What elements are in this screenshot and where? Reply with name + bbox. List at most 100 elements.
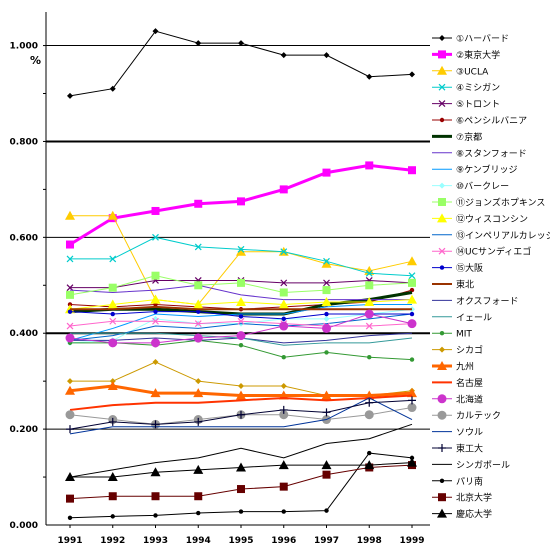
- y-tick-label: 0.600: [10, 233, 38, 243]
- data-point: [408, 166, 416, 175]
- unit-label: %: [30, 54, 41, 67]
- data-point: [65, 385, 75, 395]
- series-line: [69, 303, 412, 341]
- x-tick-label: 1998: [357, 536, 382, 546]
- legend-label: ⑬インペリアルカレッジ: [456, 230, 550, 241]
- data-point: [364, 410, 374, 420]
- data-point: [194, 417, 203, 426]
- data-point: [107, 299, 118, 309]
- legend: ①ハーバード ②東京大学 ③UCLA ④ミシガン ⑤トロント ⑥ペンシルバニア ⑦京都 ⑧スタ…: [432, 34, 550, 520]
- data-point: [108, 338, 118, 348]
- legend-marker: [438, 493, 446, 502]
- data-point: [321, 258, 332, 268]
- data-point: [195, 40, 202, 47]
- data-point: [323, 315, 330, 322]
- data-point: [279, 410, 289, 420]
- series-16: [70, 305, 412, 311]
- legend-label: ⑥ペンシルバニア: [456, 116, 527, 127]
- legend-item: ⑦京都: [432, 131, 482, 143]
- x-tick-label: 1995: [228, 536, 253, 546]
- series-1: [67, 28, 415, 99]
- series-2: [66, 161, 416, 249]
- data-point: [280, 248, 288, 256]
- data-point: [323, 52, 330, 59]
- data-point: [238, 314, 244, 319]
- data-point: [193, 333, 203, 343]
- series-27: [69, 423, 413, 478]
- data-point: [322, 470, 331, 479]
- data-point: [152, 358, 159, 365]
- data-point: [236, 462, 246, 472]
- data-point: [366, 73, 373, 80]
- data-point: [65, 333, 75, 343]
- y-tick-label: 0.400: [10, 329, 38, 339]
- x-tick-label: 1994: [186, 536, 211, 546]
- legend-label: 名古屋: [456, 377, 483, 389]
- series-line: [69, 394, 413, 411]
- data-point: [321, 297, 332, 307]
- legend-item: ⑩バークレー: [432, 181, 509, 192]
- legend-item: ④ミシガン: [432, 83, 500, 94]
- data-point: [279, 288, 288, 297]
- data-point: [195, 378, 202, 385]
- x-tick-label: 1992: [100, 536, 125, 546]
- data-point: [151, 492, 160, 501]
- data-point: [281, 354, 286, 360]
- data-point: [236, 297, 246, 307]
- legend-label: ②東京大学: [456, 49, 500, 61]
- legend-item: 東工大: [432, 443, 483, 455]
- legend-label: 九州: [456, 362, 474, 373]
- data-point: [107, 380, 118, 390]
- data-point: [321, 390, 332, 400]
- data-point: [278, 460, 289, 470]
- legend-label: 北京大学: [456, 492, 492, 504]
- legend-marker: [437, 65, 447, 75]
- legend-label: 東北: [456, 279, 474, 291]
- data-point: [237, 410, 245, 419]
- data-point: [196, 309, 201, 314]
- legend-label: ⑫ウィスコンシン: [456, 214, 528, 225]
- data-point: [237, 485, 245, 494]
- data-point: [153, 309, 158, 314]
- legend-label: MIT: [456, 330, 472, 340]
- series-line: [69, 313, 413, 341]
- y-tick-label: 0.800: [10, 137, 38, 147]
- data-point: [367, 450, 372, 456]
- data-point: [152, 233, 159, 241]
- legend-marker: [439, 182, 445, 189]
- legend-marker: [438, 198, 446, 206]
- data-point: [237, 197, 245, 206]
- data-point: [152, 317, 159, 325]
- x-tick-label: 1996: [271, 536, 296, 546]
- data-point: [280, 382, 287, 389]
- data-point: [408, 272, 416, 280]
- data-point: [196, 510, 201, 516]
- legend-label: ⑮大阪: [456, 262, 483, 274]
- x-axis-ticks: 1991 1992 1993 1994 1995 1996 1997 1998 1999: [57, 525, 425, 546]
- series-8: [69, 284, 412, 301]
- legend-item: イェール: [432, 313, 492, 323]
- data-point: [407, 403, 417, 413]
- legend-label: ④ミシガン: [456, 83, 500, 94]
- legend-marker: [439, 117, 445, 123]
- y-axis-ticks: 0.000 0.200 0.400 0.600 0.800 1.000: [10, 42, 46, 531]
- series-21: [65, 380, 417, 400]
- series-13: [69, 313, 413, 341]
- data-point: [237, 278, 245, 287]
- series-19: [67, 338, 415, 362]
- legend-label: シカゴ: [456, 344, 483, 356]
- data-point: [66, 494, 74, 503]
- data-point: [151, 271, 160, 280]
- data-point: [107, 472, 118, 482]
- legend-marker: [437, 508, 447, 518]
- legend-marker: [438, 247, 446, 255]
- legend-label: ソウル: [456, 427, 483, 438]
- legend-item: カルテック: [432, 410, 501, 422]
- data-point: [67, 515, 73, 521]
- series-3: [65, 210, 417, 309]
- legend-label: ⑨ケンブリッジ: [456, 164, 518, 176]
- data-point: [194, 320, 202, 328]
- data-point: [279, 185, 288, 194]
- data-point: [194, 199, 203, 208]
- series-line: [69, 284, 412, 301]
